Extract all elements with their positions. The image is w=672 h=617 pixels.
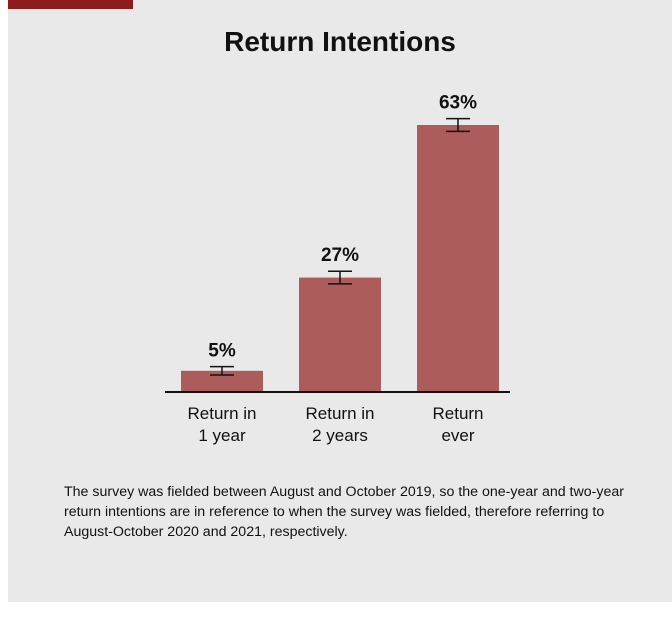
- x-tick-label: Return ever: [432, 404, 484, 445]
- value-label: 5%: [208, 341, 236, 362]
- x-tick-label: Return in 2 years: [305, 404, 375, 445]
- footnote: The survey was fielded between August an…: [64, 484, 624, 540]
- chart-title: Return Intentions: [224, 26, 456, 57]
- x-tick-label: Return in 1 year: [187, 404, 257, 445]
- accent-bar: [8, 0, 133, 9]
- bar: [299, 277, 381, 392]
- bar: [417, 125, 499, 392]
- value-label: 27%: [321, 245, 359, 266]
- bar: [181, 370, 263, 392]
- value-label: 63%: [439, 93, 477, 114]
